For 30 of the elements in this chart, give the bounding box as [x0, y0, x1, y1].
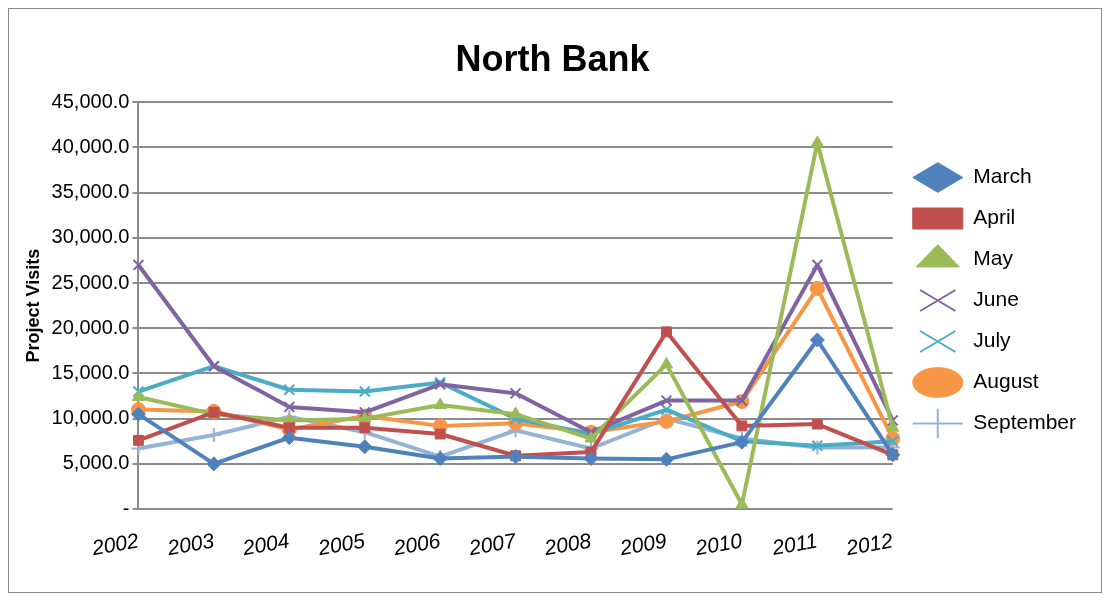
x-tick-label: 2002: [89, 528, 141, 560]
x-tick-label: 2008: [541, 528, 594, 560]
x-tick-label: 2007: [466, 528, 519, 560]
legend-label: April: [973, 205, 1016, 229]
y-tick-label: 15,000.0: [51, 360, 130, 383]
legend-label: July: [973, 328, 1012, 352]
legend-label: May: [973, 246, 1014, 270]
y-tick-label: 35,000.0: [51, 180, 130, 203]
x-tick-label: 2006: [390, 528, 443, 560]
x-tick-label: 2009: [617, 528, 669, 560]
y-tick-label: 45,000.0: [51, 89, 130, 112]
x-tick-label: 2004: [240, 528, 292, 560]
y-tick-label: 5,000.0: [62, 451, 130, 474]
legend-label: March: [973, 164, 1032, 188]
legend-label: August: [973, 369, 1039, 393]
x-tick-label: 2011: [769, 528, 820, 560]
x-tick-label: 2005: [315, 528, 367, 560]
y-tick-label: 20,000.0: [51, 315, 130, 338]
x-tick-label: 2012: [843, 528, 895, 560]
legend-label: September: [973, 410, 1077, 434]
x-tick-label: 2010: [692, 528, 744, 560]
y-tick-label: 10,000.0: [51, 406, 130, 429]
y-tick-label: 40,000.0: [51, 134, 130, 157]
legend-label: June: [973, 287, 1019, 311]
x-tick-label: 2003: [164, 528, 216, 560]
y-tick-label: 25,000.0: [51, 270, 130, 293]
y-tick-label: 30,000.0: [51, 225, 130, 248]
y-tick-label: -: [122, 496, 130, 519]
y-axis-title: Project Visits: [22, 248, 43, 363]
chart-title: North Bank: [455, 37, 651, 79]
